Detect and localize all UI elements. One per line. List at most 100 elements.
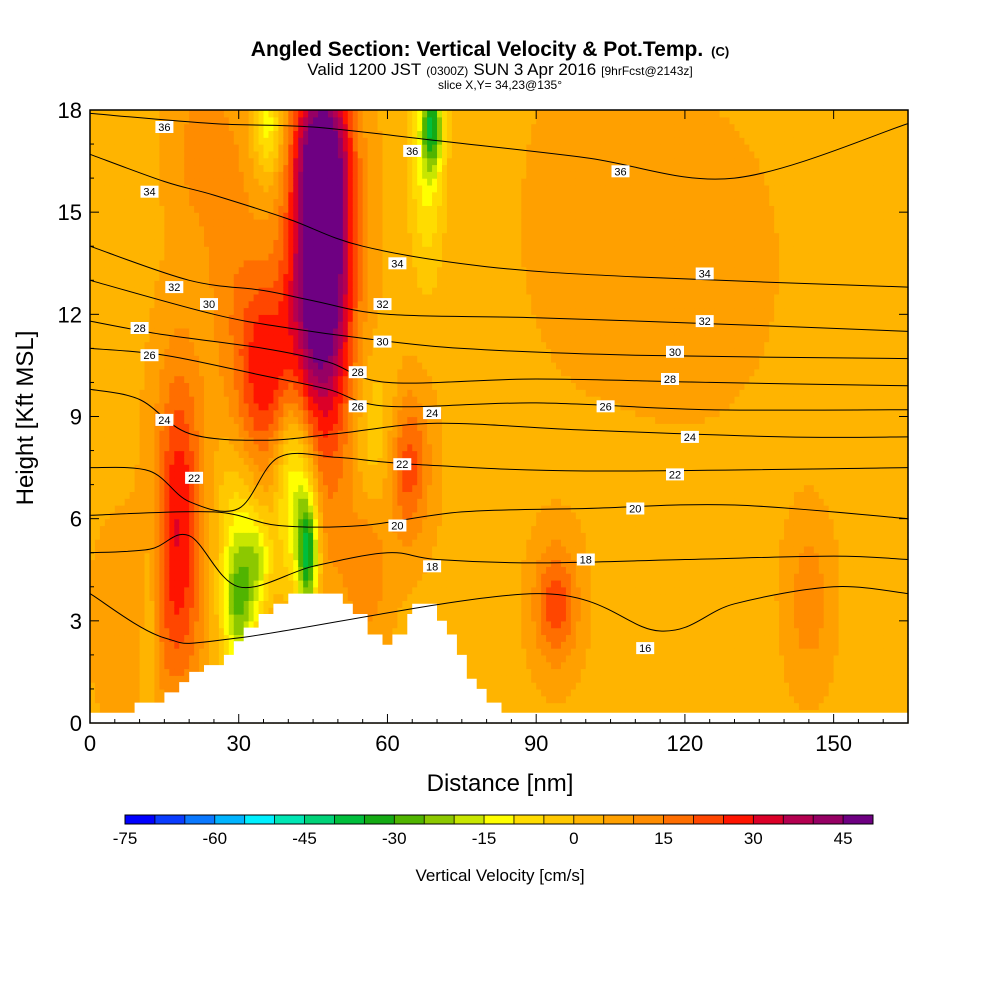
velocity-cell — [119, 246, 126, 254]
velocity-cell — [204, 212, 210, 220]
velocity-cell — [327, 184, 334, 193]
velocity-cell — [94, 287, 101, 295]
velocity-cell — [184, 293, 190, 302]
velocity-cell — [139, 307, 146, 315]
velocity-cell — [342, 498, 349, 506]
velocity-cell — [164, 443, 170, 452]
velocity-cell — [218, 300, 225, 309]
velocity-cell — [213, 164, 220, 172]
velocity-cell — [263, 123, 270, 132]
velocity-cell — [337, 150, 344, 159]
velocity-cell — [233, 470, 240, 479]
velocity-cell — [223, 389, 230, 397]
velocity-cell — [323, 470, 329, 479]
velocity-cell — [90, 382, 96, 390]
velocity-cell — [283, 559, 289, 567]
velocity-cell — [213, 287, 220, 295]
velocity-cell — [124, 266, 131, 275]
velocity-cell — [174, 627, 180, 636]
velocity-cell — [189, 627, 195, 636]
velocity-cell — [218, 627, 225, 636]
velocity-cell — [104, 579, 111, 588]
velocity-cell — [159, 688, 165, 697]
velocity-cell — [327, 253, 334, 261]
velocity-cell — [189, 436, 195, 445]
velocity-cell — [323, 409, 329, 418]
velocity-cell — [273, 130, 279, 138]
velocity-cell — [293, 205, 299, 213]
velocity-cell — [204, 232, 210, 241]
velocity-cell — [283, 593, 289, 601]
velocity-cell — [134, 559, 141, 567]
velocity-cell — [144, 259, 151, 268]
valid-date: SUN 3 Apr 2016 — [473, 60, 596, 79]
velocity-cell — [248, 511, 255, 520]
velocity-cell — [194, 218, 200, 227]
velocity-cell — [204, 566, 210, 574]
velocity-cell — [323, 110, 329, 118]
velocity-cell — [233, 130, 240, 138]
velocity-cell — [208, 593, 215, 601]
velocity-cell — [268, 545, 275, 554]
velocity-cell — [347, 532, 354, 540]
velocity-cell — [204, 409, 210, 418]
velocity-cell — [114, 511, 121, 520]
velocity-cell — [204, 620, 210, 629]
velocity-cell — [208, 164, 215, 172]
velocity-cell — [228, 191, 235, 200]
velocity-cell — [218, 293, 225, 302]
velocity-cell — [174, 334, 180, 343]
velocity-cell — [357, 246, 364, 254]
velocity-cell — [119, 239, 126, 247]
velocity-cell — [233, 457, 240, 465]
velocity-cell — [99, 702, 106, 710]
velocity-cell — [213, 266, 220, 275]
velocity-cell — [164, 334, 170, 343]
velocity-cell — [129, 484, 136, 493]
velocity-cell — [303, 362, 309, 370]
velocity-cell — [159, 130, 165, 138]
velocity-cell — [238, 198, 245, 206]
velocity-cell — [99, 409, 106, 418]
velocity-cell — [352, 573, 359, 581]
velocity-cell — [258, 150, 265, 159]
velocity-cell — [134, 607, 141, 615]
slice-info: slice X,Y= 34,23@135° — [438, 78, 562, 92]
velocity-cell — [253, 525, 260, 533]
velocity-cell — [318, 382, 324, 390]
velocity-cell — [104, 334, 111, 343]
velocity-cell — [218, 634, 225, 642]
velocity-cell — [144, 232, 151, 241]
velocity-cell — [313, 150, 319, 159]
velocity-cell — [129, 375, 136, 384]
velocity-cell — [347, 307, 354, 315]
velocity-cell — [337, 539, 344, 547]
velocity-cell — [99, 334, 106, 343]
velocity-cell — [332, 253, 339, 261]
velocity-cell — [159, 157, 165, 166]
velocity-cell — [104, 293, 111, 302]
velocity-cell — [303, 327, 309, 336]
velocity-cell — [278, 402, 284, 411]
velocity-cell — [124, 641, 131, 649]
velocity-cell — [278, 164, 284, 172]
velocity-cell — [159, 137, 165, 145]
velocity-cell — [248, 470, 255, 479]
velocity-cell — [208, 362, 215, 370]
velocity-cell — [362, 573, 369, 581]
velocity-cell — [109, 682, 116, 690]
velocity-cell — [104, 416, 111, 424]
velocity-cell — [94, 171, 101, 179]
velocity-cell — [104, 688, 111, 697]
velocity-cell — [288, 307, 294, 315]
velocity-cell — [184, 443, 190, 452]
velocity-cell — [273, 368, 279, 377]
velocity-cell — [154, 130, 161, 138]
velocity-cell — [228, 511, 235, 520]
velocity-cell — [258, 218, 265, 227]
velocity-cell — [134, 382, 141, 390]
velocity-cell — [327, 218, 334, 227]
velocity-cell — [218, 552, 225, 561]
velocity-cell — [149, 110, 156, 118]
velocity-cell — [293, 327, 299, 336]
